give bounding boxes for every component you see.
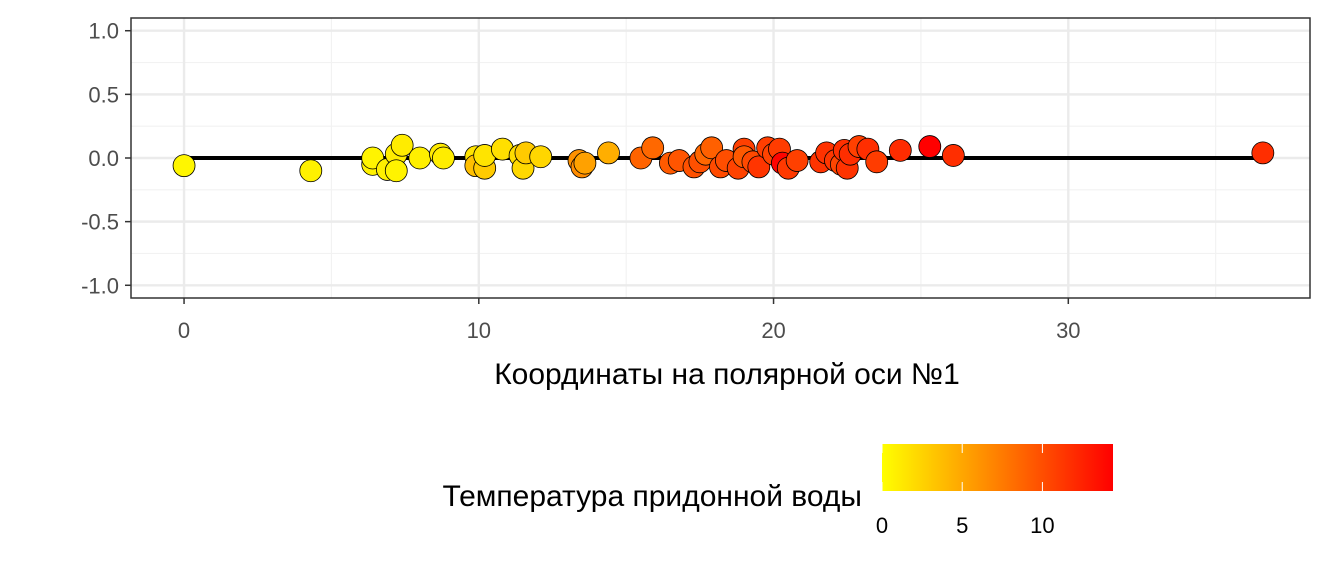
x-tick-label: 30 <box>1056 318 1080 343</box>
data-point <box>390 133 414 157</box>
legend-tick-label: 0 <box>876 513 888 538</box>
data-point <box>941 144 965 167</box>
data-point <box>700 136 724 160</box>
data-point <box>172 154 196 178</box>
x-tick-label: 20 <box>761 318 785 343</box>
data-point <box>1251 141 1275 165</box>
y-tick-label: 0.5 <box>88 82 119 107</box>
x-tick-label: 0 <box>178 318 190 343</box>
x-axis: 0 10 20 30 <box>178 298 1081 343</box>
data-point <box>865 150 889 174</box>
data-point <box>888 138 912 162</box>
legend-ticks: 0 5 10 <box>876 444 1055 538</box>
data-point <box>573 151 597 175</box>
data-point <box>529 145 553 169</box>
y-tick-label: -0.5 <box>81 210 119 235</box>
data-point <box>918 135 942 158</box>
data-point <box>785 149 809 172</box>
x-tick-label: 10 <box>467 318 491 343</box>
y-tick-label: 1.0 <box>88 19 119 44</box>
data-point <box>597 141 620 165</box>
data-point <box>384 159 408 183</box>
color-legend: Температура придонной воды 0 5 10 <box>442 444 1113 538</box>
x-axis-title: Координаты на полярной оси №1 <box>494 358 960 391</box>
data-point <box>641 136 665 160</box>
legend-title: Температура придонной воды <box>442 480 862 513</box>
legend-tick-label: 10 <box>1030 513 1054 538</box>
data-point <box>747 155 771 179</box>
y-tick-label: 0.0 <box>88 146 119 171</box>
y-axis: -1.0 -0.5 0.0 0.5 1.0 <box>81 19 131 298</box>
data-point <box>408 146 432 170</box>
data-point <box>299 159 323 183</box>
data-point <box>432 146 455 170</box>
data-points <box>172 133 1275 183</box>
legend-colorbar <box>882 444 1113 491</box>
legend-tick-label: 5 <box>956 513 968 538</box>
y-tick-label: -1.0 <box>81 273 119 298</box>
